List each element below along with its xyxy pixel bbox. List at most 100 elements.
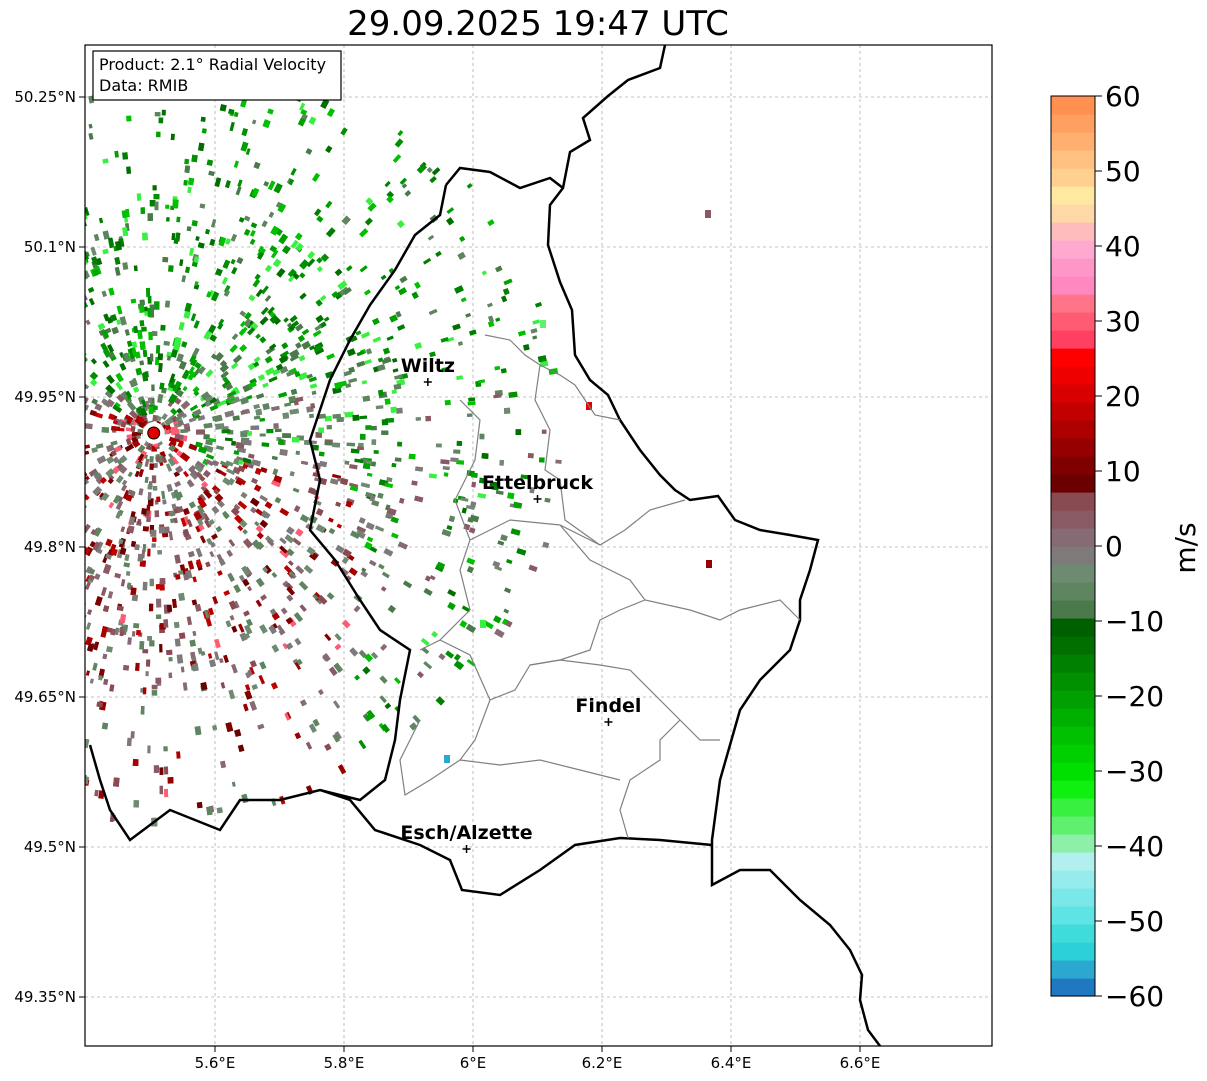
- radar-echo-gate: [60, 343, 69, 352]
- radar-echo-gate: [49, 168, 57, 176]
- radar-echo-gate: [1, 519, 8, 525]
- radar-echo-gate: [230, 362, 239, 370]
- radar-echo-gate: [39, 500, 48, 508]
- radar-echo-gate: [101, 722, 109, 730]
- radar-echo-gate: [293, 505, 301, 513]
- radar-echo-gate: [241, 793, 249, 804]
- radar-echo-gate: [174, 638, 181, 647]
- radar-echo-gate: [394, 457, 402, 462]
- radar-echo-gate: [146, 287, 151, 298]
- radar-echo-gate: [10, 614, 16, 620]
- radar-echo-gate: [27, 374, 33, 379]
- radar-echo-gate: [61, 735, 66, 741]
- radar-echo-gate: [63, 484, 73, 494]
- radar-echo-gate: [461, 507, 467, 514]
- colorbar-segment: [1051, 672, 1095, 691]
- colorbar-segment: [1051, 870, 1095, 889]
- radar-echo-gate: [85, 471, 88, 478]
- radar-echo-gate: [61, 735, 66, 741]
- radar-echo-gate: [127, 489, 135, 496]
- radar-echo-gate: [54, 795, 60, 804]
- radar-echo-gate: [77, 479, 83, 485]
- radar-echo-gate: [440, 459, 450, 465]
- colorbar-segment: [1051, 798, 1095, 817]
- radar-echo-gate: [137, 444, 146, 454]
- radar-echo-gate: [293, 401, 299, 406]
- radar-echo-gate: [139, 299, 145, 306]
- radar-echo-gate: [48, 646, 56, 656]
- radar-echo-gate: [66, 423, 74, 428]
- radar-echo-gate: [89, 371, 99, 381]
- radar-echo-gate: [295, 450, 301, 456]
- radar-echo-gate: [108, 413, 116, 421]
- radar-echo-gate: [349, 647, 359, 657]
- colorbar-segment: [1051, 168, 1095, 187]
- radar-echo-gate: [85, 220, 87, 228]
- radar-echo-gate: [211, 219, 217, 228]
- radar-echo-gate: [314, 324, 322, 331]
- radar-echo-gate: [47, 501, 52, 506]
- radar-echo-gate: [211, 533, 218, 540]
- radar-echo-gate: [225, 460, 234, 467]
- radar-echo-gate: [61, 526, 70, 535]
- radar-echo-gate: [64, 363, 74, 372]
- radar-echo-gate: [123, 562, 130, 568]
- radar-echo-gate: [441, 529, 452, 537]
- radar-echo-gate: [94, 403, 103, 411]
- radar-echo-gate: [102, 230, 110, 240]
- radar-echo-gate: [85, 481, 86, 491]
- radar-echo-gate: [193, 511, 202, 521]
- radar-echo-gate: [94, 596, 103, 607]
- radar-echo-gate: [10, 478, 17, 484]
- radar-echo-gate: [540, 320, 546, 328]
- radar-echo-gate: [66, 267, 71, 272]
- radar-echo-gate: [31, 480, 39, 486]
- radar-echo-gate: [386, 195, 394, 204]
- radar-echo-gate: [91, 447, 98, 453]
- radar-echo-gate: [274, 496, 282, 504]
- radar-echo-gate: [52, 471, 59, 477]
- radar-echo-gate: [341, 619, 351, 629]
- radar-echo-gate: [16, 576, 26, 586]
- radar-echo-gate: [278, 439, 285, 445]
- radar-echo-gate: [28, 587, 36, 596]
- radar-echo-gate: [285, 370, 295, 377]
- radar-echo-gate: [147, 635, 152, 641]
- radar-echo-gate: [37, 734, 45, 744]
- radar-echo-gate: [0, 685, 2, 691]
- radar-echo-gate: [107, 477, 114, 484]
- radar-echo-gate: [166, 483, 173, 492]
- radar-echo-gate: [0, 539, 1, 547]
- radar-echo-gate: [78, 294, 84, 301]
- radar-echo-gate: [414, 342, 423, 350]
- radar-echo-gate: [427, 234, 435, 241]
- radar-echo-gate: [112, 404, 123, 413]
- radar-echo-gate: [178, 360, 187, 370]
- radar-echo-gate: [328, 666, 338, 676]
- radar-echo-gate: [155, 584, 162, 590]
- radar-echo-gate: [127, 525, 135, 534]
- radar-echo-gate: [192, 408, 202, 417]
- radar-echo-gate: [318, 427, 325, 433]
- radar-echo-gate: [168, 656, 173, 662]
- radar-echo-gate: [294, 232, 303, 241]
- radar-echo-gate: [253, 415, 261, 420]
- colorbar-segment: [1051, 132, 1095, 151]
- radar-echo-gate: [47, 518, 54, 525]
- radar-echo-gate: [52, 347, 58, 353]
- radar-echo-gate: [17, 507, 25, 515]
- radar-echo-gate: [197, 242, 205, 249]
- radar-echo-gate: [8, 449, 16, 454]
- radar-echo-gate: [46, 767, 51, 774]
- radar-echo-gate: [26, 489, 33, 495]
- radar-echo-gate: [468, 527, 476, 534]
- radar-echo-gate: [75, 364, 84, 373]
- radar-echo-gate: [231, 781, 236, 787]
- radar-echo-gate: [284, 713, 291, 721]
- radar-echo-gate: [58, 452, 65, 459]
- radar-echo-gate: [447, 602, 456, 611]
- radar-echo-gate: [126, 737, 132, 747]
- radar-echo-gate: [180, 429, 189, 433]
- radar-echo-gate: [2, 367, 8, 372]
- radar-echo-gate: [240, 409, 250, 415]
